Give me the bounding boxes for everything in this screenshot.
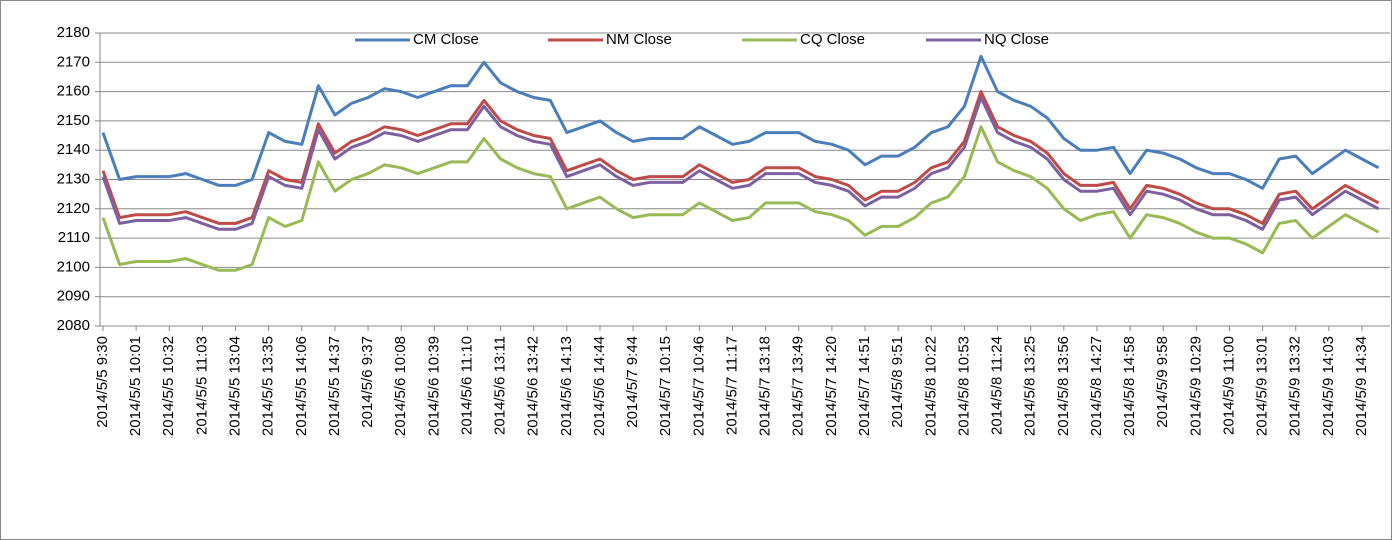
x-tick-label: 2014/5/6 10:39 bbox=[425, 336, 442, 436]
legend-label: CQ Close bbox=[800, 31, 865, 48]
x-tick-label: 2014/5/5 10:01 bbox=[127, 336, 144, 436]
x-tick-label: 2014/5/6 13:11 bbox=[492, 336, 509, 435]
y-tick-label: 2180 bbox=[57, 24, 90, 41]
x-tick-label: 2014/5/8 10:22 bbox=[922, 336, 939, 436]
y-tick-label: 2130 bbox=[57, 170, 90, 187]
x-tick-label: 2014/5/6 10:08 bbox=[392, 336, 409, 436]
x-tick-label: 2014/5/5 10:32 bbox=[160, 336, 177, 436]
series-line bbox=[101, 54, 1380, 190]
x-tick-label: 2014/5/7 14:51 bbox=[856, 336, 873, 436]
x-tick-label: 2014/5/7 10:46 bbox=[690, 336, 707, 436]
x-tick-label: 2014/5/8 11:24 bbox=[989, 336, 1006, 435]
x-tick-label: 2014/5/6 14:13 bbox=[558, 336, 575, 436]
x-tick-label: 2014/5/6 13:42 bbox=[525, 336, 542, 436]
x-tick-label: 2014/5/7 11:17 bbox=[723, 336, 740, 435]
x-tick-label: 2014/5/8 14:27 bbox=[1088, 336, 1105, 436]
x-tick-label: 2014/5/9 10:29 bbox=[1187, 336, 1204, 436]
series-line bbox=[101, 90, 1380, 225]
x-tick-label: 2014/5/9 13:32 bbox=[1287, 336, 1304, 436]
x-tick-label: 2014/5/6 11:10 bbox=[458, 336, 475, 435]
y-tick-label: 2160 bbox=[57, 83, 90, 100]
x-tick-label: 2014/5/9 9:58 bbox=[1154, 336, 1171, 428]
y-tick-label: 2170 bbox=[57, 53, 90, 70]
y-tick-label: 2080 bbox=[57, 317, 90, 334]
y-tick-label: 2140 bbox=[57, 141, 90, 158]
series-line bbox=[101, 96, 1380, 231]
y-tick-label: 2120 bbox=[57, 200, 90, 217]
x-tick-label: 2014/5/8 13:56 bbox=[1055, 336, 1072, 436]
x-tick-label: 2014/5/7 10:15 bbox=[657, 336, 674, 436]
x-tick-label: 2014/5/5 13:04 bbox=[226, 336, 243, 436]
x-tick-label: 2014/5/6 14:44 bbox=[591, 336, 608, 436]
x-tick-label: 2014/5/5 14:06 bbox=[293, 336, 310, 436]
x-tick-label: 2014/5/9 13:01 bbox=[1254, 336, 1271, 436]
x-tick-label: 2014/5/6 9:37 bbox=[359, 336, 376, 428]
x-tick-label: 2014/5/7 13:18 bbox=[757, 336, 774, 436]
x-tick-label: 2014/5/9 11:00 bbox=[1220, 336, 1237, 435]
y-tick-label: 2110 bbox=[58, 229, 90, 246]
x-tick-label: 2014/5/8 13:25 bbox=[1022, 336, 1039, 436]
x-tick-label: 2014/5/8 14:58 bbox=[1121, 336, 1138, 436]
x-tick-label: 2014/5/8 10:53 bbox=[955, 336, 972, 436]
x-tick-label: 2014/5/5 11:03 bbox=[193, 336, 210, 435]
legend-label: NQ Close bbox=[984, 31, 1049, 48]
x-tick-label: 2014/5/7 14:20 bbox=[823, 336, 840, 436]
x-tick-label: 2014/5/8 9:51 bbox=[889, 336, 906, 428]
x-tick-label: 2014/5/7 9:44 bbox=[624, 336, 641, 428]
legend-label: CM Close bbox=[413, 31, 479, 48]
x-tick-label: 2014/5/9 14:03 bbox=[1320, 336, 1337, 436]
x-tick-label: 2014/5/5 13:35 bbox=[260, 336, 277, 436]
series-line bbox=[101, 125, 1380, 272]
x-tick-label: 2014/5/5 9:30 bbox=[94, 336, 111, 428]
y-tick-label: 2090 bbox=[57, 288, 90, 305]
y-tick-label: 2100 bbox=[57, 258, 90, 275]
x-tick-label: 2014/5/9 14:34 bbox=[1353, 336, 1370, 436]
x-tick-label: 2014/5/7 13:49 bbox=[790, 336, 807, 436]
y-tick-label: 2150 bbox=[57, 112, 90, 129]
legend-label: NM Close bbox=[606, 31, 672, 48]
x-tick-label: 2014/5/5 14:37 bbox=[326, 336, 343, 436]
